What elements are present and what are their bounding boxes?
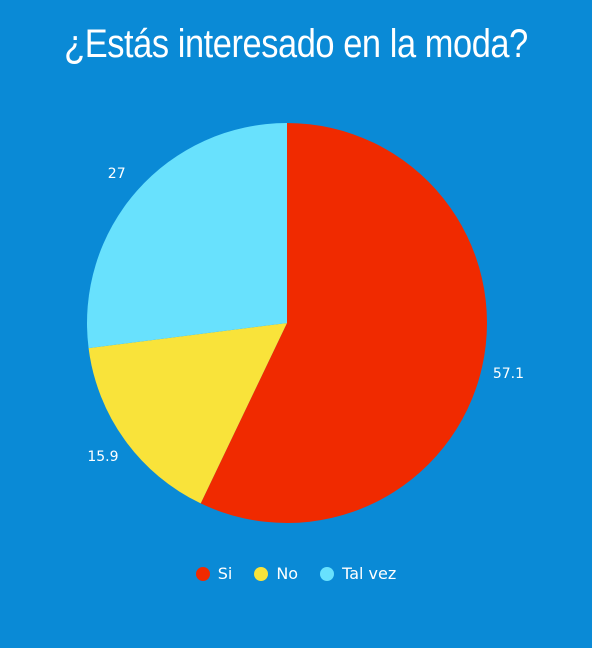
data-label-tal-vez: 27 [108, 166, 126, 182]
legend-marker-tal-vez [320, 566, 335, 581]
legend-item-no: No [254, 564, 298, 583]
legend-label-si: Si [217, 564, 233, 583]
chart-title: ¿Estás interesado en la moda? [64, 22, 528, 66]
legend-label-tal-vez: Tal vez [342, 564, 397, 583]
pie-data-labels: 57.1 15.9 27 [87, 166, 524, 465]
pie-slice-no [88, 323, 287, 504]
legend-label-no: No [276, 564, 299, 583]
chart-legend: Si No Tal vez [0, 564, 592, 583]
data-label-no: 15.9 [87, 449, 118, 465]
pie-slice-tal-vez [87, 123, 287, 349]
legend-item-tal-vez: Tal vez [320, 564, 396, 583]
legend-marker-si [195, 566, 210, 581]
pie-slice-si [200, 123, 487, 523]
pie-slices [87, 123, 487, 523]
legend-item-si: Si [195, 564, 233, 583]
legend-marker-no [254, 566, 269, 581]
data-label-si: 57.1 [493, 366, 524, 382]
